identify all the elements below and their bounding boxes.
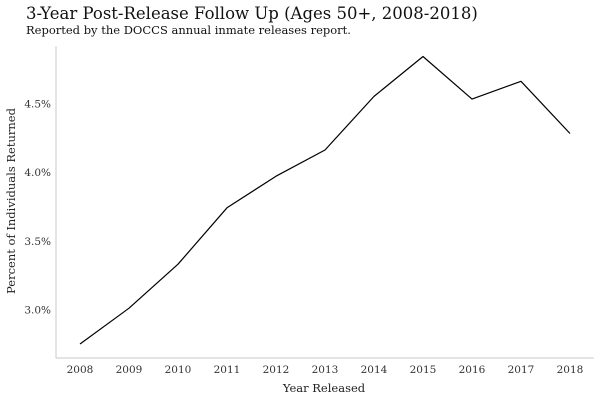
y-tick-label: 3.0% xyxy=(24,305,51,317)
chart-subtitle: Reported by the DOCCS annual inmate rele… xyxy=(26,23,351,37)
x-tick-label: 2013 xyxy=(312,364,339,376)
x-tick-label: 2011 xyxy=(214,364,241,376)
x-tick-label: 2009 xyxy=(116,364,143,376)
x-tick-label: 2010 xyxy=(165,364,192,376)
x-tick-label: 2012 xyxy=(263,364,290,376)
x-tick-label: 2014 xyxy=(361,364,388,376)
x-axis-label: Year Released xyxy=(282,381,366,395)
x-tick-label: 2016 xyxy=(459,364,486,376)
y-axis-label: Percent of Individuals Returned xyxy=(4,107,18,294)
series-group xyxy=(79,55,571,345)
y-tick-label: 4.5% xyxy=(24,98,51,110)
chart-title: 3-Year Post-Release Follow Up (Ages 50+,… xyxy=(26,4,478,23)
x-tick-label: 2018 xyxy=(557,364,584,376)
x-tick-label: 2017 xyxy=(508,364,535,376)
x-axis-ticks: 2008 2009 2010 2011 2012 2013 2014 2015 2016 2017… xyxy=(67,364,584,376)
y-tick-label: 3.5% xyxy=(24,236,51,248)
axes xyxy=(55,46,594,359)
x-tick-label: 2015 xyxy=(410,364,437,376)
y-tick-label: 4.0% xyxy=(24,167,51,179)
x-tick-label: 2008 xyxy=(67,364,94,376)
series-line xyxy=(79,55,571,345)
y-axis-ticks: 3.0% 3.5% 4.0% 4.5% xyxy=(24,98,51,316)
